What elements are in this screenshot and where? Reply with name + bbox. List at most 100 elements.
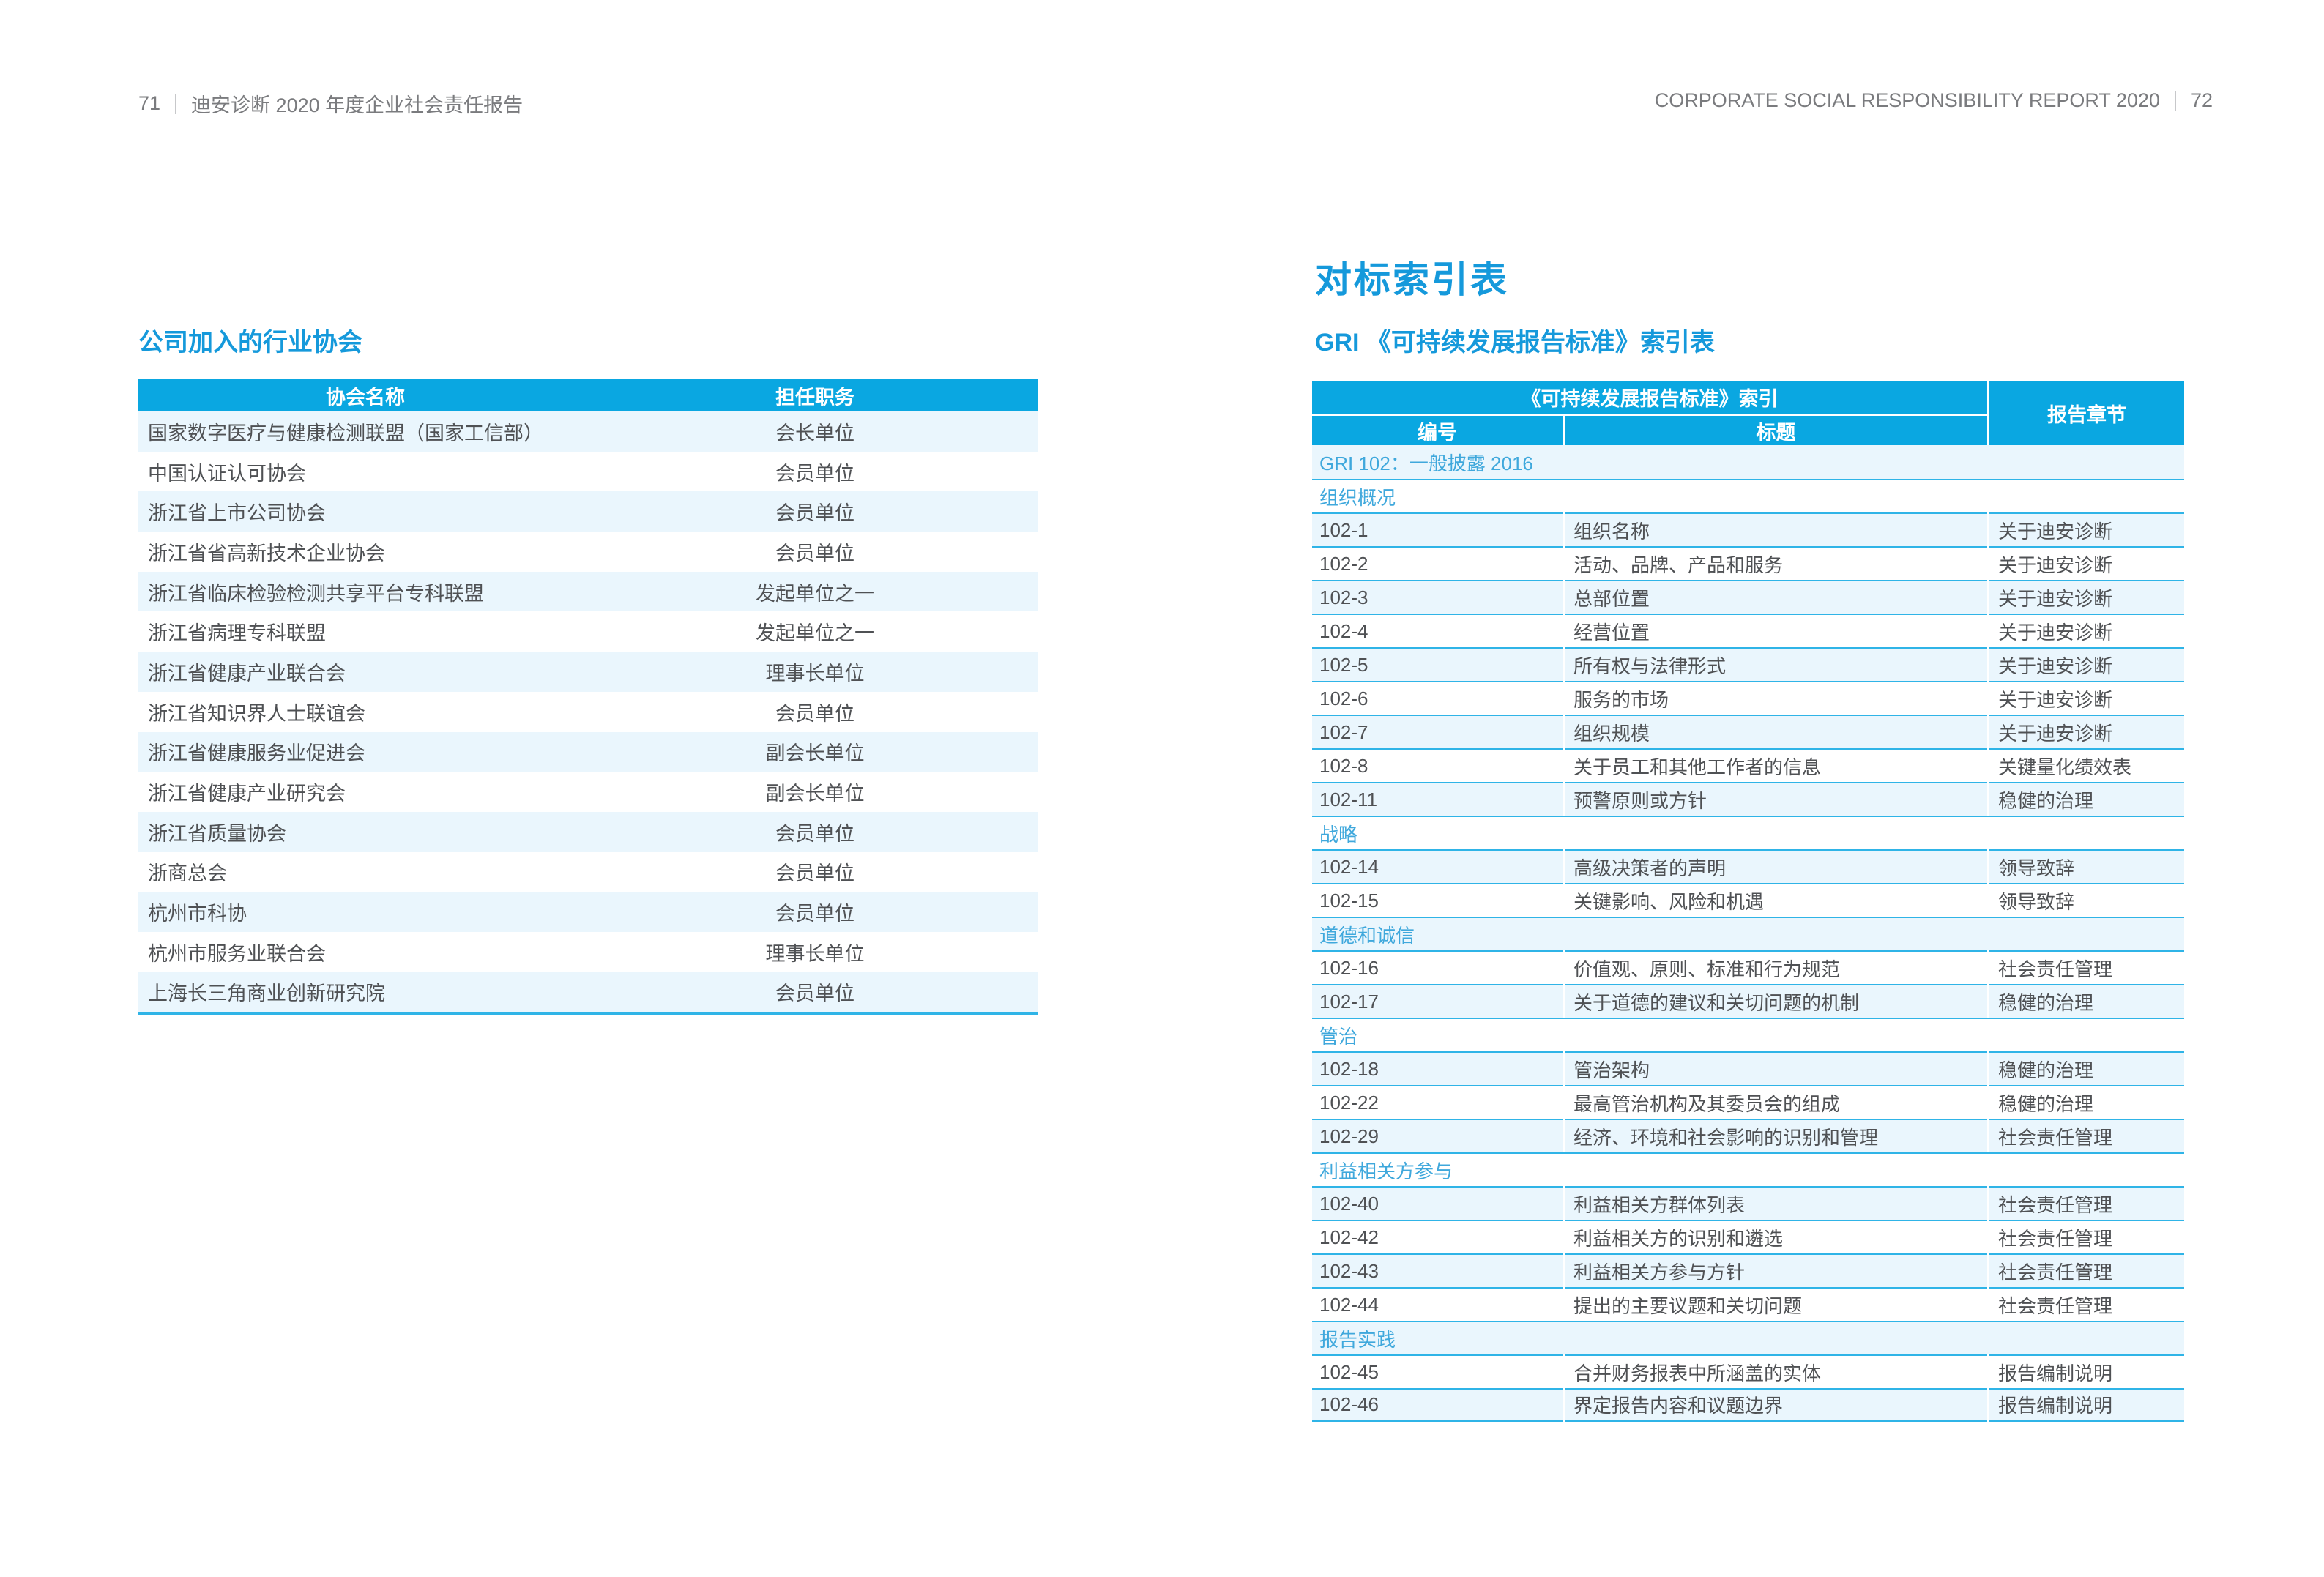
gri-section-row: GRI 102：一般披露 2016 (1312, 445, 2184, 479)
association-role-cell: 副会长单位 (765, 742, 865, 765)
gri-title-cell: 预警原则或方针 (1565, 782, 1987, 816)
gri-number-cell: 102-11 (1312, 782, 1563, 816)
association-role-cell: 理事长单位 (765, 662, 865, 685)
gri-title-cell: 关于员工和其他工作者的信息 (1565, 748, 1987, 782)
association-name-cell: 国家数字医疗与健康检测联盟（国家工信部） (148, 422, 543, 444)
gri-item-row: 102-46 界定报告内容和议题边界 报告编制说明 (1312, 1388, 2184, 1422)
gri-number-cell: 102-7 (1312, 715, 1563, 748)
gri-chapter-cell: 领导致辞 (1989, 883, 2184, 917)
gri-item-row: 102-43 利益相关方参与方针 社会责任管理 (1312, 1253, 2184, 1287)
gri-item-row: 102-8 关于员工和其他工作者的信息 关键量化绩效表 (1312, 748, 2184, 782)
association-role-cell: 发起单位之一 (756, 582, 874, 605)
gri-title-cell: 组织名称 (1565, 512, 1987, 546)
gri-chapter-cell: 社会责任管理 (1989, 1119, 2184, 1152)
association-name-cell: 浙江省上市公司协会 (148, 502, 326, 525)
gri-index-table: 《可持续发展报告标准》索引 编号 标题 报告章节 GRI 102：一般披露 20… (1312, 381, 2184, 1422)
association-row: 浙江省省高新技术企业协会 会员单位 (138, 532, 1038, 572)
association-row: 浙江省病理专科联盟 发起单位之一 (138, 611, 1038, 652)
index-page-title: 对标索引表 (1315, 259, 1509, 300)
gri-title-cell: 活动、品牌、产品和服务 (1565, 546, 1987, 580)
gri-title-cell: 提出的主要议题和关切问题 (1565, 1287, 1987, 1321)
associations-table-body: 国家数字医疗与健康检测联盟（国家工信部） 会长单位 中国认证认可协会 会员单位 浙江省上… (138, 411, 1038, 1013)
gri-number-cell: 102-29 (1312, 1119, 1563, 1152)
gri-chapter-cell: 关于迪安诊断 (1989, 614, 2184, 647)
association-role-cell: 会员单位 (775, 862, 854, 885)
column-header-number: 编号 (1312, 416, 1563, 445)
gri-title-cell: 合并财务报表中所涵盖的实体 (1565, 1354, 1987, 1388)
gri-title-cell: 服务的市场 (1565, 681, 1987, 715)
gri-section-label: GRI 102：一般披露 2016 (1312, 445, 2184, 479)
gri-number-cell: 102-8 (1312, 748, 1563, 782)
gri-chapter-cell: 稳健的治理 (1989, 984, 2184, 1018)
association-row: 浙商总会 会员单位 (138, 852, 1038, 892)
gri-section-label: 道德和诚信 (1312, 917, 2184, 950)
gri-number-cell: 102-5 (1312, 647, 1563, 681)
association-name-cell: 浙江省质量协会 (148, 822, 286, 845)
gri-chapter-cell: 报告编制说明 (1989, 1354, 2184, 1388)
gri-section-label: 组织概况 (1312, 479, 2184, 512)
gri-item-row: 102-15 关键影响、风险和机遇 领导致辞 (1312, 883, 2184, 917)
gri-item-row: 102-45 合并财务报表中所涵盖的实体 报告编制说明 (1312, 1354, 2184, 1388)
gri-item-row: 102-6 服务的市场 关于迪安诊断 (1312, 681, 2184, 715)
header-divider (2174, 90, 2176, 111)
gri-title-cell: 管治架构 (1565, 1051, 1987, 1085)
association-role-cell: 会员单位 (775, 702, 854, 725)
association-name-cell: 浙江省病理专科联盟 (148, 622, 326, 645)
gri-title-cell: 关于道德的建议和关切问题的机制 (1565, 984, 1987, 1018)
association-row: 浙江省知识界人士联谊会 会员单位 (138, 692, 1038, 732)
association-name-cell: 浙江省健康产业研究会 (148, 783, 346, 805)
gri-title-cell: 利益相关方参与方针 (1565, 1253, 1987, 1287)
associations-table: 协会名称 担任职务 国家数字医疗与健康检测联盟（国家工信部） 会长单位 中国认证认可… (138, 379, 1038, 1015)
gri-number-cell: 102-45 (1312, 1354, 1563, 1388)
gri-index-subtitle: GRI 《可持续发展报告标准》索引表 (1315, 329, 1715, 357)
association-row: 浙江省质量协会 会员单位 (138, 811, 1038, 852)
gri-chapter-cell: 社会责任管理 (1989, 1253, 2184, 1287)
gri-chapter-cell: 关于迪安诊断 (1989, 681, 2184, 715)
gri-number-cell: 102-15 (1312, 883, 1563, 917)
association-row: 浙江省健康服务业促进会 副会长单位 (138, 731, 1038, 772)
page-header-right: CORPORATE SOCIAL RESPONSIBILITY REPORT 2… (1655, 89, 2213, 112)
gri-item-row: 102-16 价值观、原则、标准和行为规范 社会责任管理 (1312, 950, 2184, 984)
gri-index-table-header: 《可持续发展报告标准》索引 编号 标题 报告章节 (1312, 381, 2184, 445)
gri-header-main: 《可持续发展报告标准》索引 编号 标题 (1312, 381, 1987, 445)
gri-section-row: 战略 (1312, 816, 2184, 849)
associations-section-title: 公司加入的行业协会 (138, 329, 362, 357)
gri-chapter-cell: 稳健的治理 (1989, 1085, 2184, 1119)
association-row: 国家数字医疗与健康检测联盟（国家工信部） 会长单位 (138, 411, 1038, 452)
gri-item-row: 102-22 最高管治机构及其委员会的组成 稳健的治理 (1312, 1085, 2184, 1119)
gri-section-label: 报告实践 (1312, 1321, 2184, 1354)
association-role-cell: 会员单位 (775, 462, 854, 485)
column-header-role: 担任职务 (775, 386, 854, 409)
association-role-cell: 会员单位 (775, 822, 854, 845)
page-number-right: 72 (2190, 89, 2213, 111)
association-row: 杭州市科协 会员单位 (138, 892, 1038, 932)
association-role-cell: 副会长单位 (765, 783, 865, 805)
gri-title-cell: 高级决策者的声明 (1565, 849, 1987, 883)
column-header-title: 标题 (1565, 416, 1987, 445)
gri-item-row: 102-44 提出的主要议题和关切问题 社会责任管理 (1312, 1287, 2184, 1321)
gri-item-row: 102-7 组织规模 关于迪安诊断 (1312, 715, 2184, 748)
association-row: 杭州市服务业联合会 理事长单位 (138, 932, 1038, 972)
gri-chapter-cell: 关键量化绩效表 (1989, 748, 2184, 782)
gri-number-cell: 102-1 (1312, 512, 1563, 546)
gri-chapter-cell: 关于迪安诊断 (1989, 512, 2184, 546)
gri-chapter-cell: 关于迪安诊断 (1989, 647, 2184, 681)
gri-item-row: 102-14 高级决策者的声明 领导致辞 (1312, 849, 2184, 883)
gri-item-row: 102-42 利益相关方的识别和遴选 社会责任管理 (1312, 1220, 2184, 1253)
gri-title-cell: 利益相关方群体列表 (1565, 1186, 1987, 1220)
association-role-cell: 会员单位 (775, 983, 854, 1005)
gri-item-row: 102-1 组织名称 关于迪安诊断 (1312, 512, 2184, 546)
gri-title-cell: 界定报告内容和议题边界 (1565, 1388, 1987, 1422)
association-name-cell: 杭州市服务业联合会 (148, 942, 326, 965)
column-header-chapter: 报告章节 (1989, 381, 2184, 445)
gri-number-cell: 102-18 (1312, 1051, 1563, 1085)
gri-section-row: 道德和诚信 (1312, 917, 2184, 950)
gri-chapter-cell: 社会责任管理 (1989, 1220, 2184, 1253)
association-row: 上海长三角商业创新研究院 会员单位 (138, 972, 1038, 1013)
associations-table-header: 协会名称 担任职务 (138, 379, 1038, 411)
gri-title-cell: 价值观、原则、标准和行为规范 (1565, 950, 1987, 984)
gri-item-row: 102-2 活动、品牌、产品和服务 关于迪安诊断 (1312, 546, 2184, 580)
gri-number-cell: 102-22 (1312, 1085, 1563, 1119)
association-role-cell: 会长单位 (775, 422, 854, 444)
